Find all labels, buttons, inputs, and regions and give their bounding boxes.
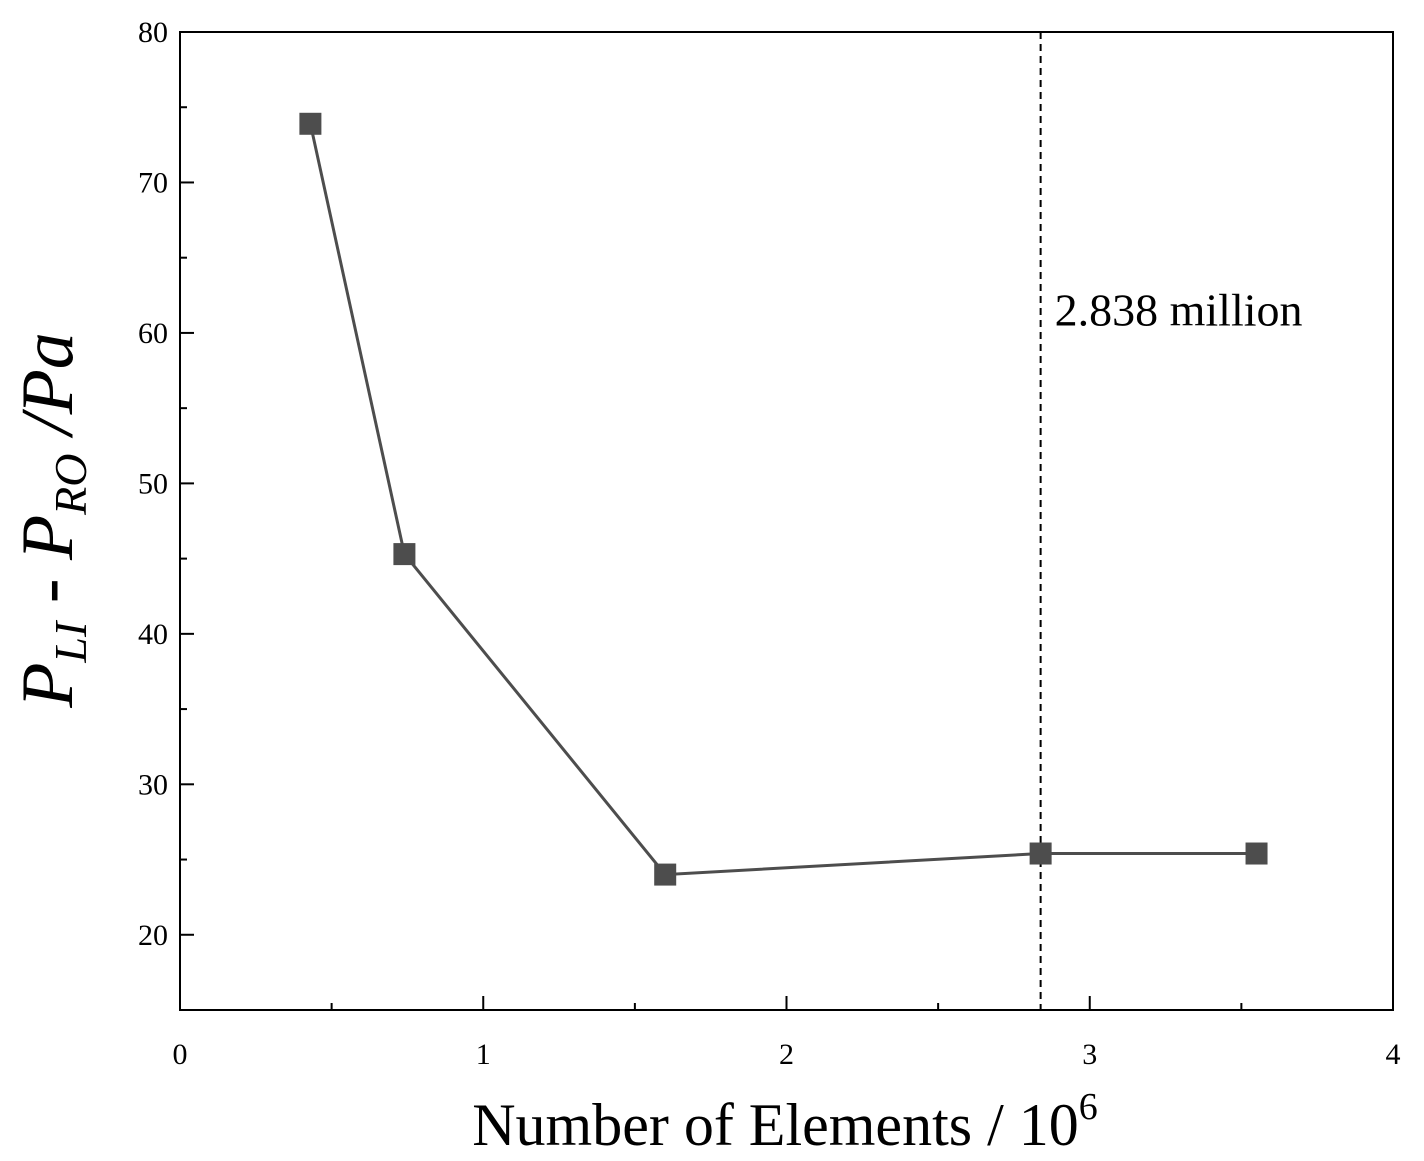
x-tick-label: 0 [173,1038,188,1071]
data-point-marker [299,112,322,135]
x-tick-label: 3 [1082,1038,1097,1071]
y-axis-title-sub1: LI [45,619,96,664]
data-point-marker [1245,842,1268,865]
y-tick-label: 20 [138,919,168,952]
x-axis-title-text: Number of Elements / 10 [472,1092,1079,1158]
y-tick-label: 60 [138,317,168,350]
data-point-marker [654,863,677,886]
x-tick-label: 4 [1386,1038,1401,1071]
y-tick-label: 50 [138,467,168,500]
y-axis-title-mid: - P [7,515,89,622]
y-tick-label: 40 [138,618,168,651]
y-tick-label: 70 [138,166,168,199]
y-tick-label: 30 [138,768,168,801]
x-axis-title: Number of Elements / 106 [472,1086,1098,1158]
axis-ticks [179,31,1394,1011]
data-markers [299,112,1268,886]
data-point-marker [393,543,416,566]
x-tick-label: 2 [779,1038,794,1071]
y-axis-title: PLI - PRO /Pa [7,332,96,709]
reference-line-label: 2.838 million [1055,284,1303,335]
x-tick-label: 1 [476,1038,491,1071]
x-axis-title-superscript: 6 [1079,1086,1098,1128]
tick-labels: 0 1 2 3 4 20 30 40 50 60 70 80 [138,16,1401,1071]
plot-area-frame [179,31,1394,1011]
y-axis-title-sub2: RO [45,453,96,515]
y-axis-title-unit: /Pa [7,332,89,453]
y-axis-title-p1: P [7,663,89,709]
series-line [308,123,1257,877]
data-point-marker [1029,842,1052,865]
y-tick-label: 80 [138,16,168,49]
